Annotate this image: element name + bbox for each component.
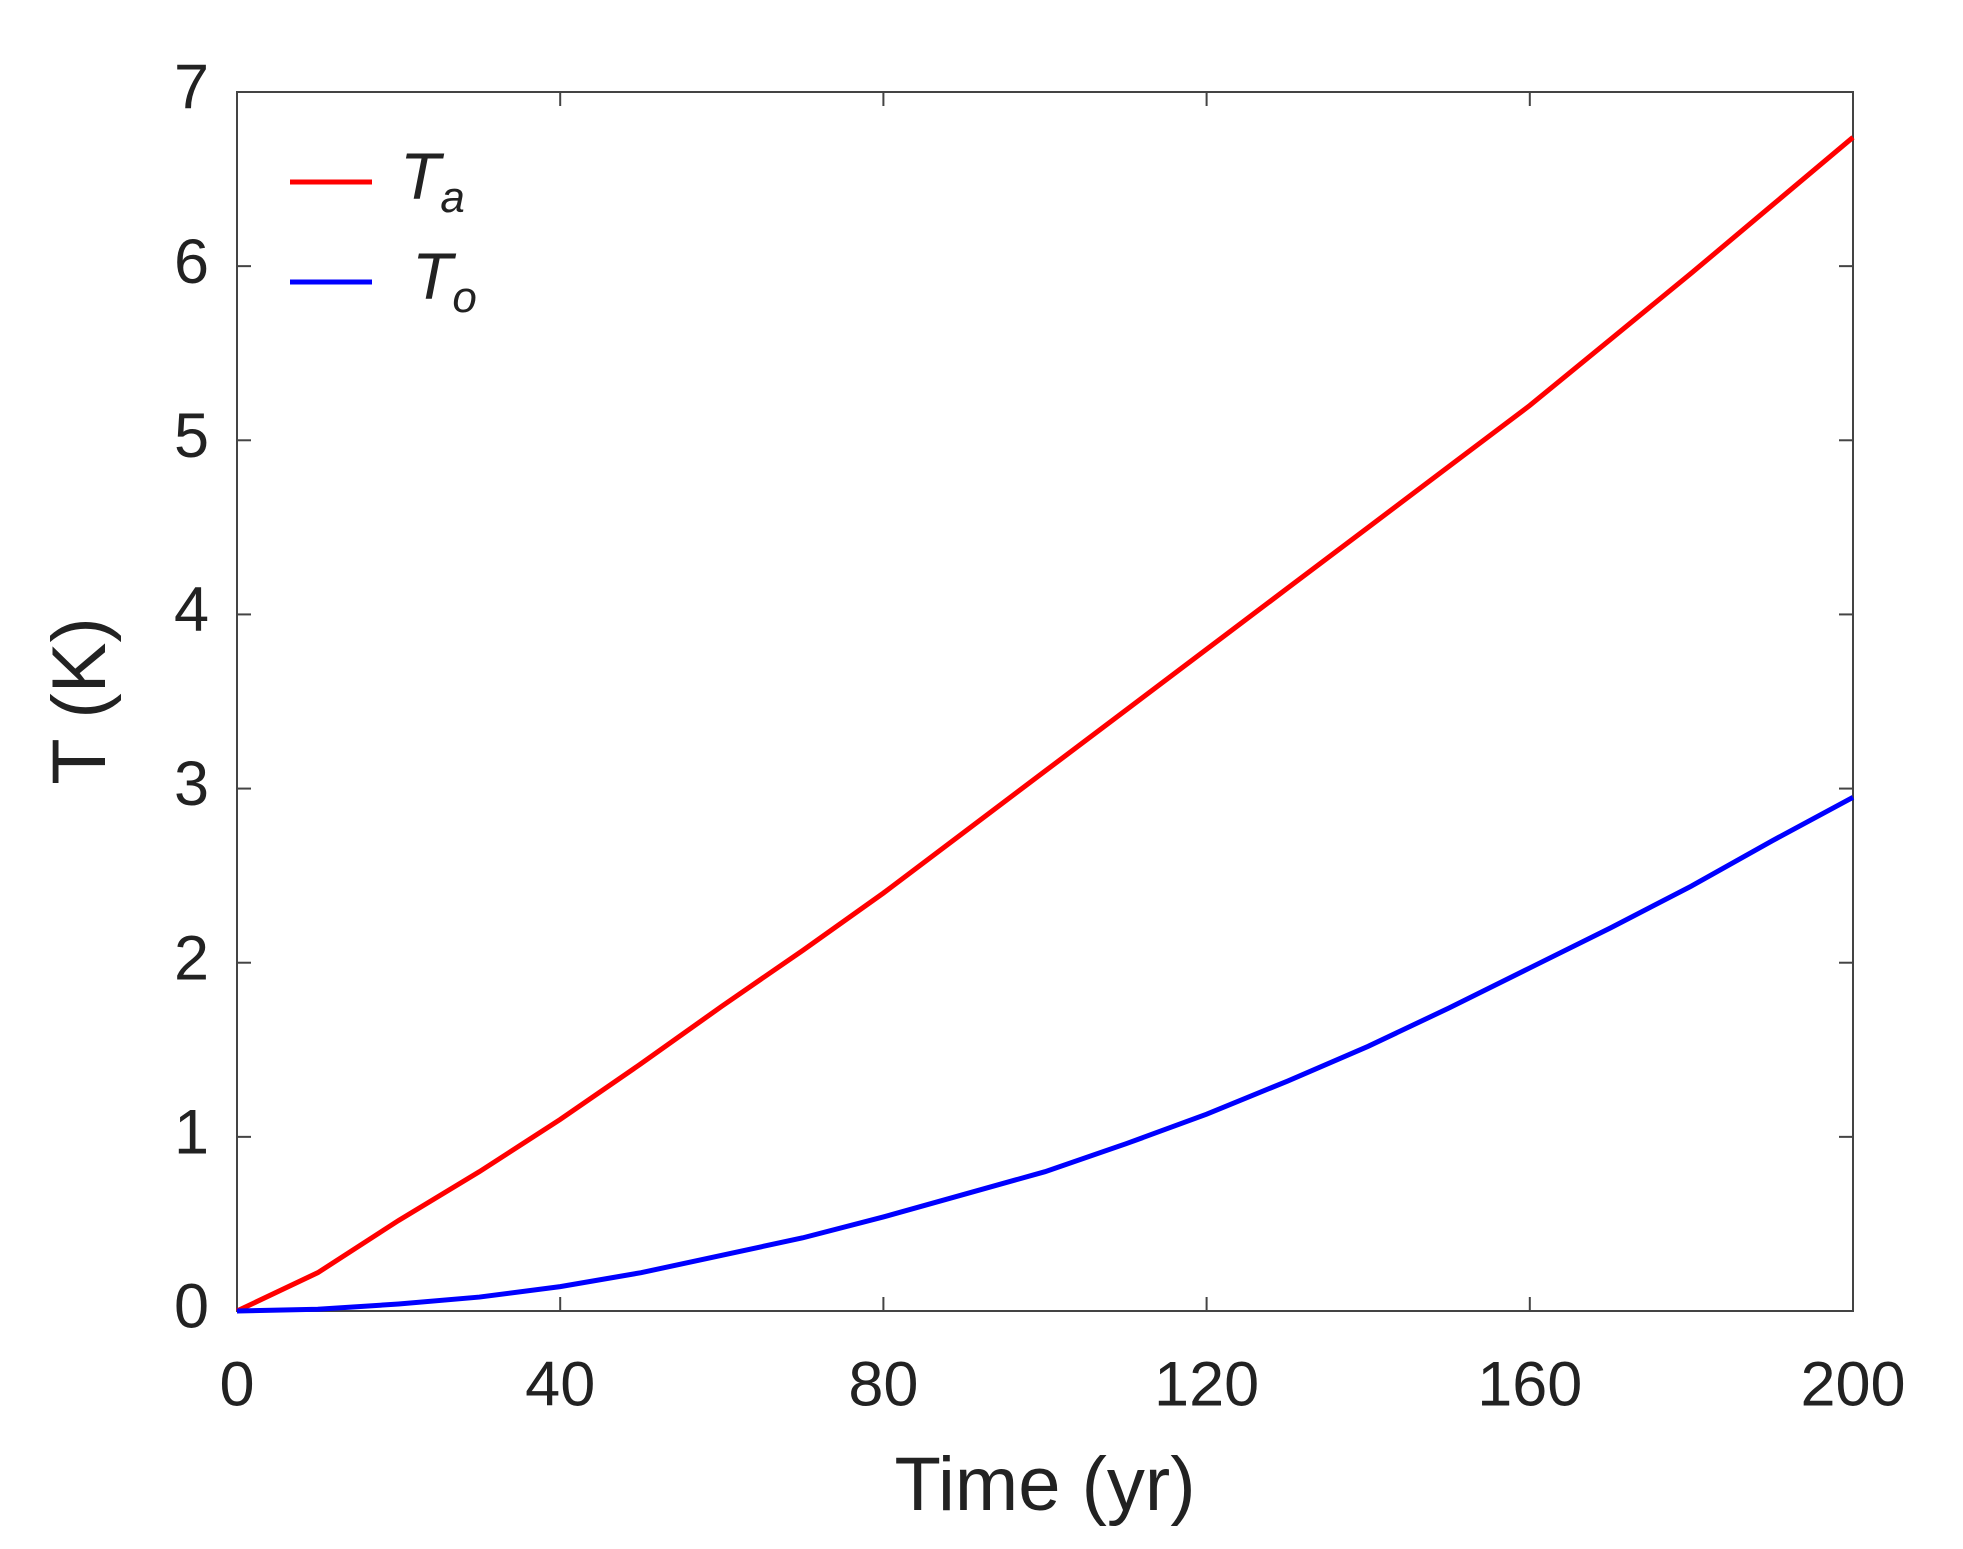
x-tick-label: 120 [1154, 1350, 1259, 1420]
plot-frame [236, 91, 1854, 1312]
series-line [236, 795, 1855, 1314]
y-tick-label: 0 [174, 1272, 209, 1342]
x-tick-label: 200 [1800, 1350, 1905, 1420]
y-tick-label: 4 [174, 575, 209, 645]
x-tick-label: 0 [219, 1350, 254, 1420]
y-tick-label: 5 [174, 401, 209, 471]
x-axis-label: Time (yr) [894, 1442, 1195, 1527]
y-axis-label: T (K) [37, 617, 122, 784]
x-tick-label: 80 [848, 1350, 918, 1420]
y-tick-label: 2 [174, 923, 209, 993]
series-line [235, 135, 1855, 1314]
y-tick-label: 7 [174, 53, 209, 123]
y-tick-label: 6 [174, 227, 209, 297]
legend-label: To [412, 239, 477, 321]
y-tick-label: 1 [174, 1097, 209, 1167]
legend-label: Ta [400, 139, 465, 221]
x-tick-label: 40 [525, 1350, 595, 1420]
x-tick-label: 160 [1477, 1350, 1582, 1420]
y-tick-label: 3 [174, 749, 209, 819]
